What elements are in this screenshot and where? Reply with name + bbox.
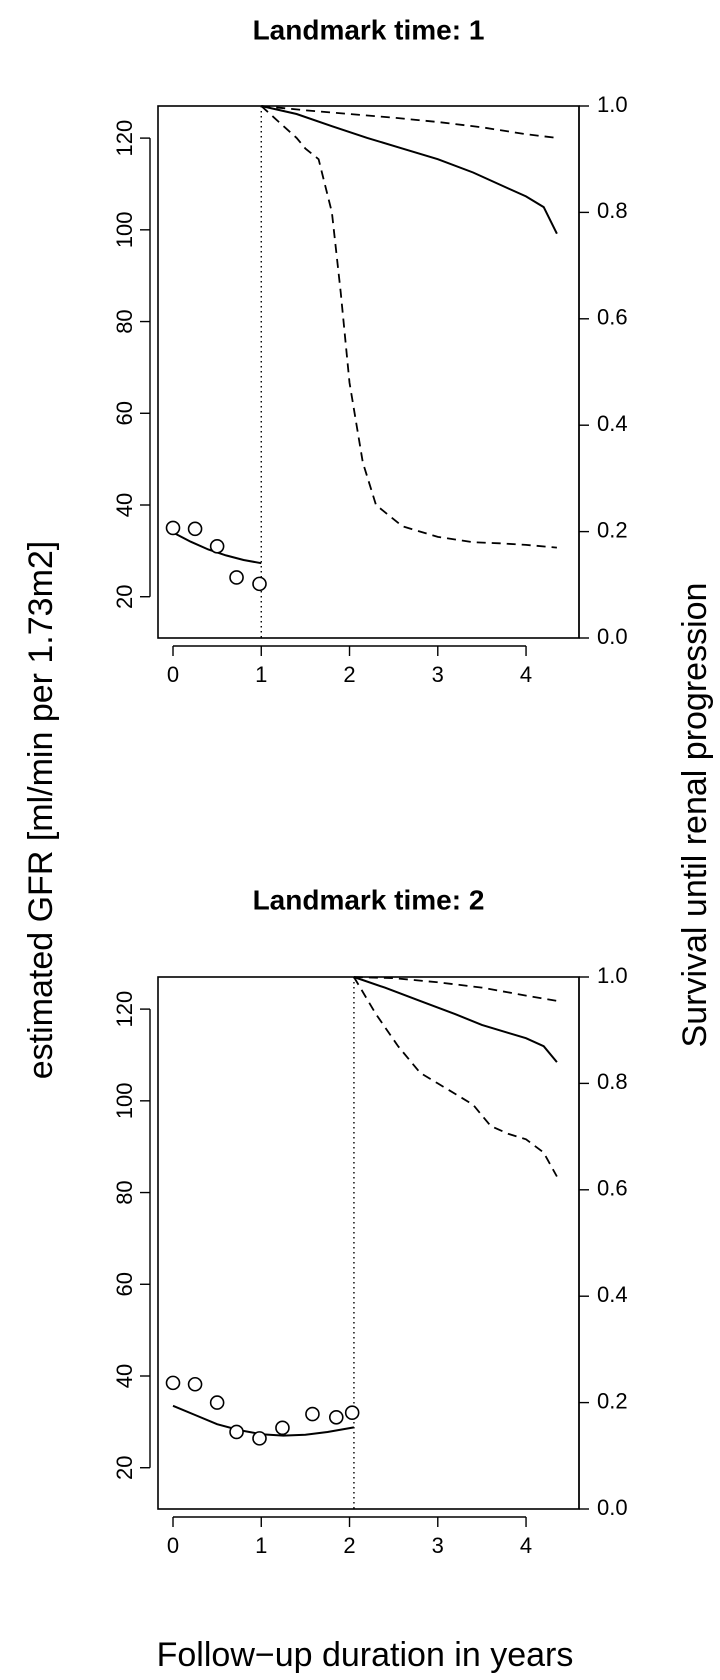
survival-lower-band — [353, 976, 558, 1177]
x-tick-label: 0 — [167, 662, 179, 687]
x-tick-label: 1 — [255, 1533, 267, 1558]
right-y-tick-label: 0.0 — [597, 624, 628, 649]
panel-title: Landmark time: 1 — [253, 14, 485, 45]
right-y-axis-label: Survival until renal progression — [676, 583, 714, 1048]
left-y-tick-label: 40 — [112, 493, 137, 517]
x-tick-label: 4 — [520, 1533, 532, 1558]
right-y-tick-label: 0.8 — [597, 1069, 628, 1094]
right-y-tick-label: 0.4 — [597, 411, 628, 436]
left-y-tick-label: 40 — [112, 1364, 137, 1388]
right-y-tick-label: 1.0 — [597, 92, 628, 117]
x-tick-label: 3 — [432, 662, 444, 687]
observed-gfr-point — [252, 1431, 267, 1446]
right-y-tick-label: 0.0 — [597, 1495, 628, 1520]
survival-lower-band — [260, 105, 557, 549]
observed-gfr-point — [165, 520, 181, 536]
plot-frame — [157, 105, 580, 639]
right-y-tick-label: 0.6 — [597, 305, 628, 330]
right-y-tick-label: 0.2 — [597, 1388, 628, 1413]
right-y-tick-label: 0.6 — [597, 1176, 628, 1201]
panel-title: Landmark time: 2 — [253, 884, 485, 915]
left-y-tick-label: 80 — [112, 309, 137, 333]
observed-gfr-point — [209, 538, 225, 554]
right-y-tick-label: 0.4 — [597, 1282, 628, 1307]
left-y-tick-label: 60 — [112, 1272, 137, 1296]
x-tick-label: 1 — [255, 662, 267, 687]
right-y-tick-label: 0.2 — [597, 517, 628, 542]
left-y-tick-label: 80 — [112, 1180, 137, 1204]
right-y-tick-label: 0.8 — [597, 198, 628, 223]
observed-gfr-point — [305, 1406, 320, 1422]
panel-1: Landmark time: 1 0 1 2 3 4 20 40 60 80 100 120 0.0 0.… — [112, 14, 628, 687]
left-y-axis-label: estimated GFR [ml/min per 1.73m2] — [22, 541, 60, 1080]
left-y-tick-label: 120 — [112, 120, 137, 157]
observed-gfr-point — [165, 1375, 181, 1391]
survival-upper-band — [261, 105, 558, 139]
left-y-tick-label: 20 — [112, 584, 137, 608]
x-tick-label: 2 — [343, 662, 355, 687]
observed-gfr-point — [187, 1376, 203, 1392]
observed-gfr-point — [209, 1395, 225, 1410]
x-tick-label: 3 — [432, 1533, 444, 1558]
left-y-tick-label: 100 — [112, 211, 137, 248]
fitted-gfr-line — [172, 1404, 355, 1437]
survival-curve — [353, 976, 558, 1063]
observed-gfr-point — [229, 570, 244, 585]
left-y-tick-label: 100 — [112, 1082, 137, 1119]
survival-curve — [261, 105, 558, 235]
x-tick-label: 4 — [520, 662, 532, 687]
survival-upper-band — [353, 976, 558, 1002]
observed-gfr-point — [328, 1409, 344, 1425]
right-y-tick-label: 1.0 — [597, 963, 628, 988]
observed-gfr-point — [252, 576, 267, 592]
x-tick-label: 0 — [167, 1533, 179, 1558]
observed-gfr-point — [229, 1424, 244, 1440]
observed-gfr-point — [275, 1420, 290, 1436]
x-axis-label: Follow−up duration in years — [157, 1636, 574, 1674]
observed-gfr-point — [187, 521, 203, 537]
plot-frame — [157, 976, 580, 1510]
x-tick-label: 2 — [343, 1533, 355, 1558]
left-y-tick-label: 60 — [112, 401, 137, 425]
panel-2: Landmark time: 2 0 1 2 3 4 20 40 60 80 100 120 0.0 0.… — [112, 884, 628, 1558]
observed-gfr-point — [344, 1405, 360, 1420]
left-y-tick-label: 120 — [112, 991, 137, 1028]
left-y-tick-label: 20 — [112, 1455, 137, 1479]
